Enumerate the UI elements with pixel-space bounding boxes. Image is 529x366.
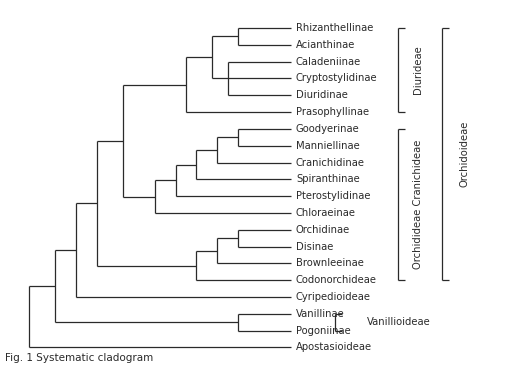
Text: Brownleeinae: Brownleeinae (296, 258, 364, 268)
Text: Codonorchideae: Codonorchideae (296, 275, 377, 285)
Text: Acianthinae: Acianthinae (296, 40, 355, 50)
Text: Vanillioideae: Vanillioideae (367, 317, 430, 327)
Text: Prasophyllinae: Prasophyllinae (296, 107, 369, 117)
Text: Vanillinae: Vanillinae (296, 309, 345, 319)
Text: Spiranthinae: Spiranthinae (296, 174, 360, 184)
Text: Apostasioideae: Apostasioideae (296, 343, 372, 352)
Text: Manniellinae: Manniellinae (296, 141, 360, 151)
Text: Disinae: Disinae (296, 242, 333, 251)
Text: Fig. 1 Systematic cladogram: Fig. 1 Systematic cladogram (5, 352, 153, 363)
Text: Cryptostylidinae: Cryptostylidinae (296, 74, 378, 83)
Text: Orchidinae: Orchidinae (296, 225, 350, 235)
Text: Chloraeinae: Chloraeinae (296, 208, 356, 218)
Text: Diurideae: Diurideae (413, 46, 423, 94)
Text: Cyripedioideae: Cyripedioideae (296, 292, 371, 302)
Text: Orchidoideae: Orchidoideae (460, 121, 470, 187)
Text: Cranichidinae: Cranichidinae (296, 157, 365, 168)
Text: Pogoniinae: Pogoniinae (296, 326, 351, 336)
Text: Caladeniinae: Caladeniinae (296, 57, 361, 67)
Text: Goodyerinae: Goodyerinae (296, 124, 360, 134)
Text: Rhizanthellinae: Rhizanthellinae (296, 23, 373, 33)
Text: Pterostylidinae: Pterostylidinae (296, 191, 370, 201)
Text: Orchidideae Cranichideae: Orchidideae Cranichideae (413, 140, 423, 269)
Text: Diuridinae: Diuridinae (296, 90, 348, 100)
